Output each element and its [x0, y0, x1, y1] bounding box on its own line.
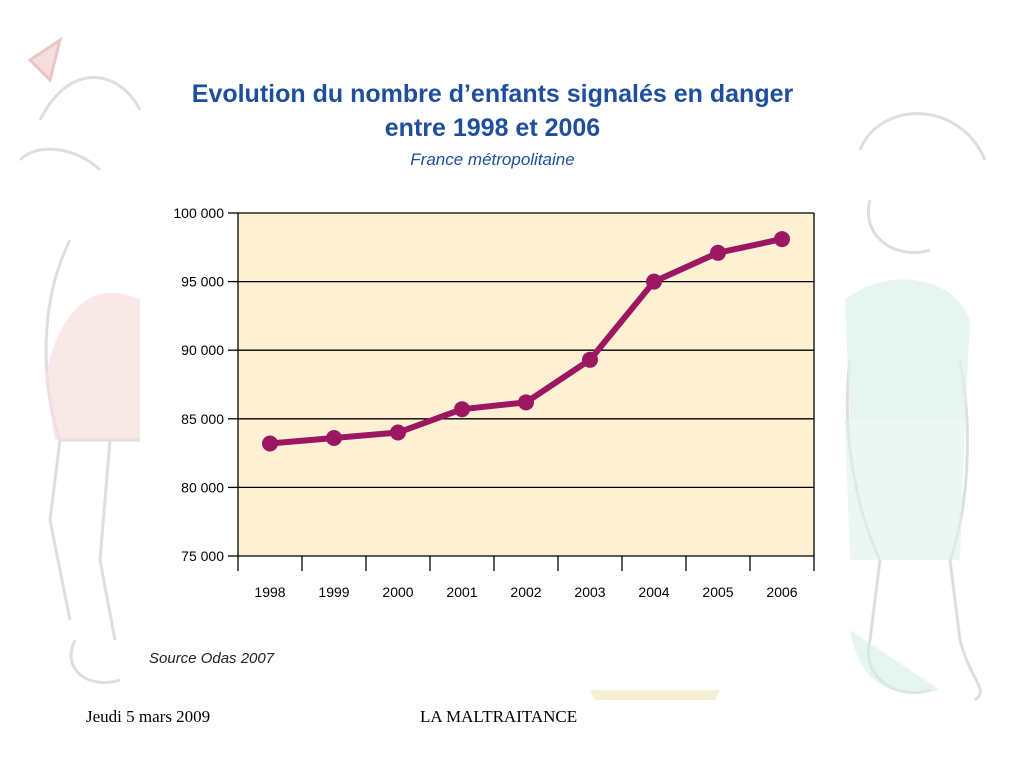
x-tick-label: 2006: [766, 584, 797, 600]
x-tick-label: 2002: [510, 584, 541, 600]
y-tick-label: 95 000: [181, 274, 224, 290]
line-chart: 75 000 80 000 85 000 90 000 95 000 100 000 199…: [173, 205, 815, 600]
plot-area: [238, 213, 814, 556]
y-tick-label: 75 000: [181, 548, 224, 564]
data-point: [774, 231, 790, 248]
y-tick-label: 80 000: [181, 479, 224, 495]
x-tick-label: 2003: [574, 584, 605, 600]
y-tick-label: 100 000: [173, 205, 224, 221]
x-tick-label: 1999: [318, 584, 349, 600]
data-point: [326, 430, 342, 447]
data-point: [646, 273, 662, 290]
chart-subtitle: France métropolitaine: [410, 150, 575, 169]
data-point: [390, 424, 406, 441]
x-tick-label: 2004: [638, 584, 669, 600]
x-tick-label: 2000: [382, 584, 413, 600]
data-point: [262, 435, 278, 452]
chart-title-line-2: entre 1998 et 2006: [384, 114, 601, 142]
chart-source: Source Odas 2007: [149, 650, 275, 667]
y-tick-label: 85 000: [181, 411, 224, 427]
footer-title: LA MALTRAITANCE: [420, 707, 578, 726]
data-point: [454, 401, 470, 418]
y-tick-label: 90 000: [181, 342, 224, 358]
chart-title-line-1: Evolution du nombre d’enfants signalés e…: [191, 80, 794, 108]
data-point: [582, 351, 598, 368]
data-point: [518, 394, 534, 411]
footer-date: Jeudi 5 mars 2009: [86, 707, 211, 726]
x-tick-label: 1998: [254, 584, 285, 600]
data-point: [710, 244, 726, 261]
x-tick-label: 2005: [702, 584, 733, 600]
chart-panel: Evolution du nombre d’enfants signalés e…: [141, 58, 844, 684]
x-tick-label: 2001: [446, 584, 477, 600]
